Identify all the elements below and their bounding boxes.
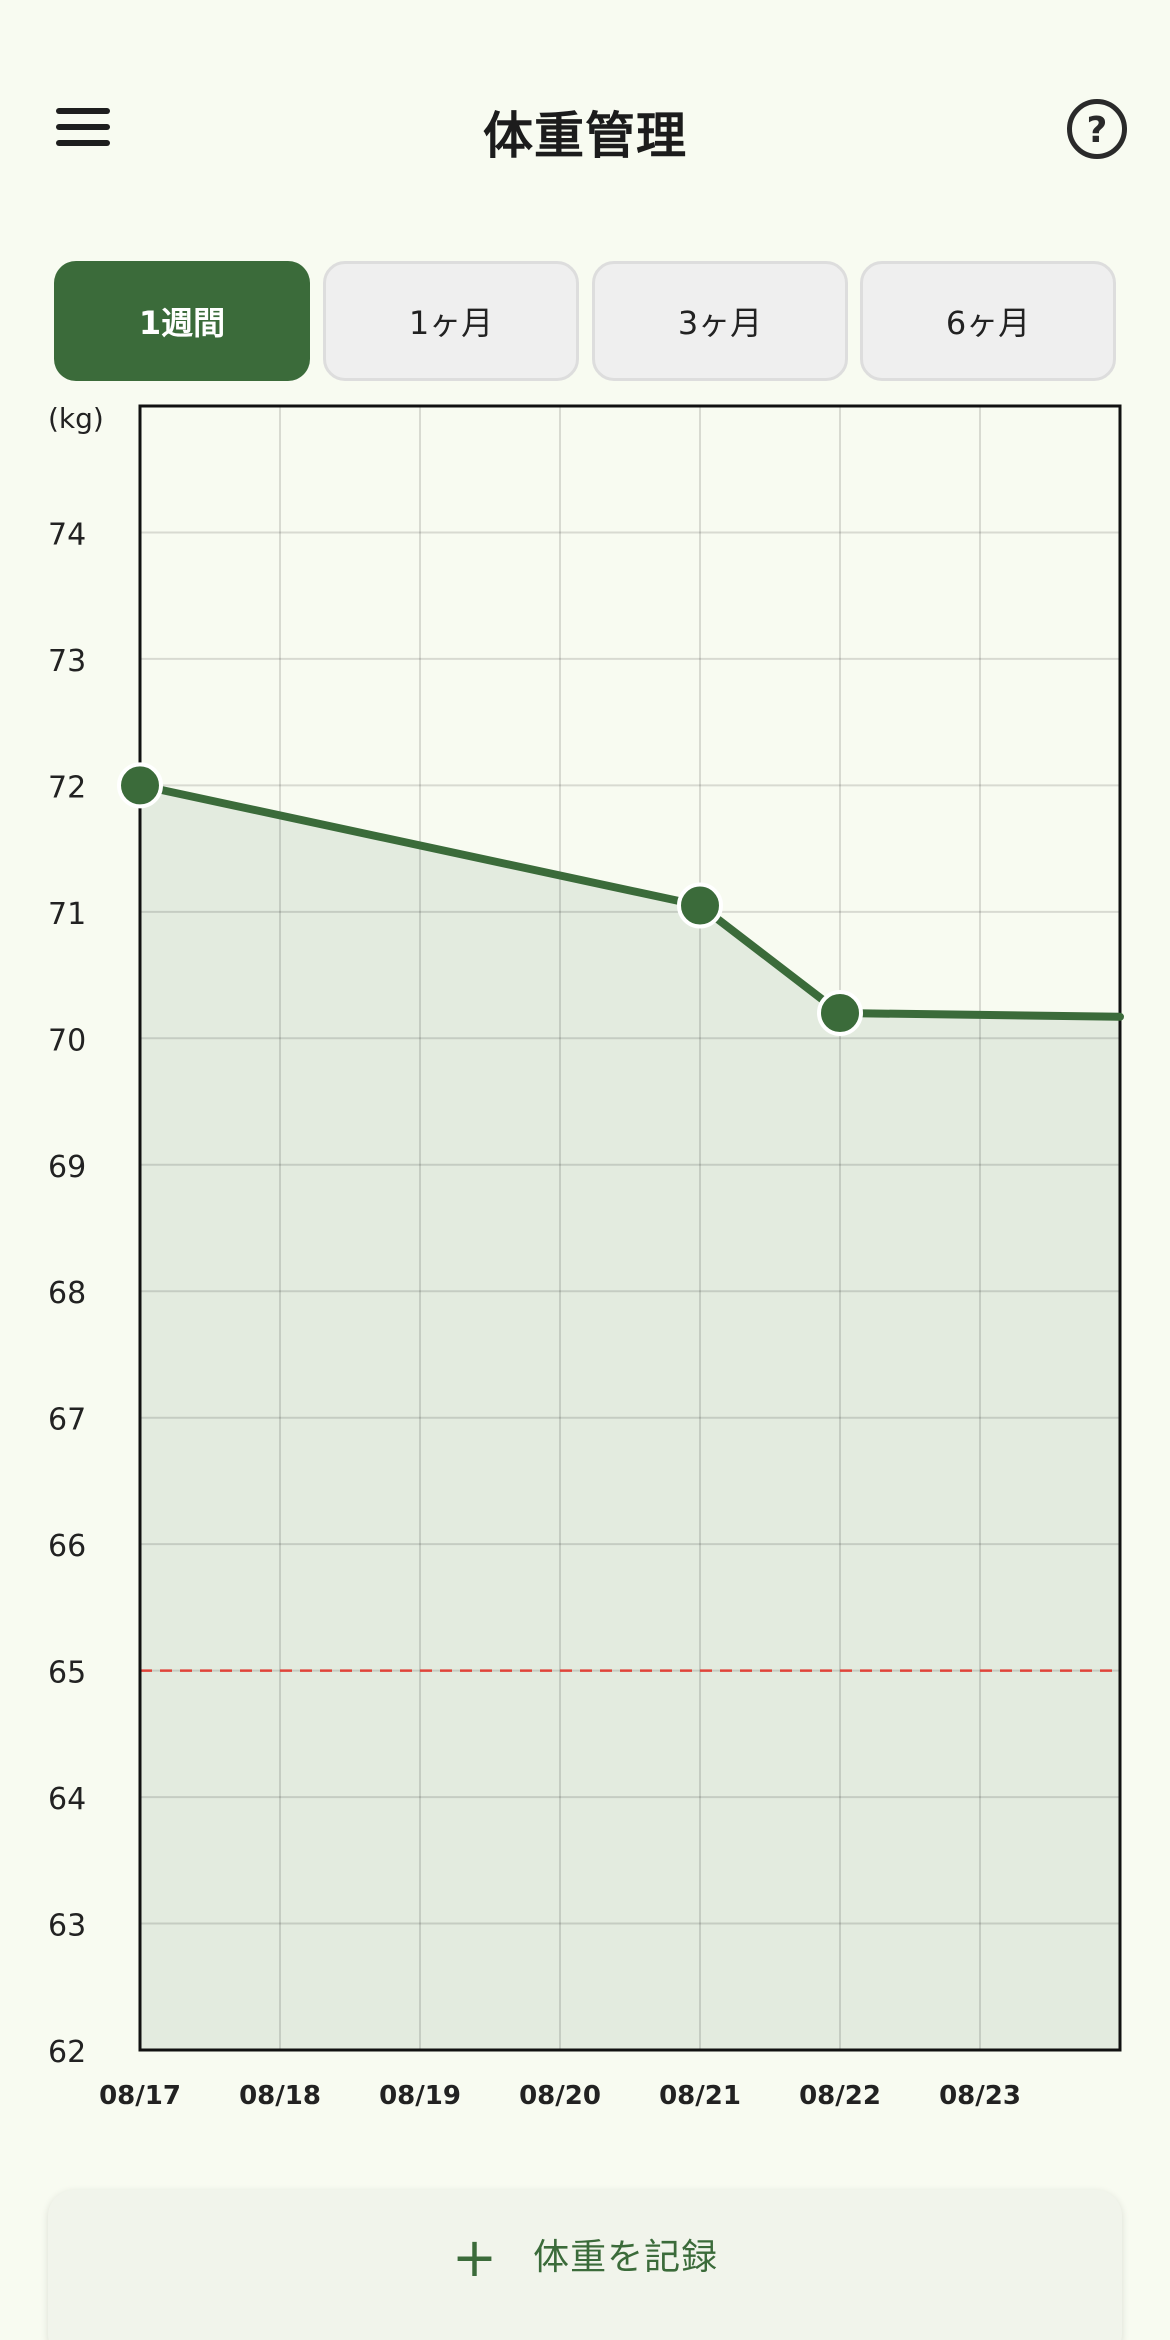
- y-tick-label: 73: [48, 644, 86, 679]
- y-tick-label: 72: [48, 770, 86, 805]
- chart-svg: 62 63 64 65 66 67 68 69 70 71 72 73 74 (kg) 08/17 08/18…: [48, 402, 1124, 2111]
- x-tick-label: 08/23: [939, 2081, 1021, 2111]
- y-tick-label: 65: [48, 1656, 86, 1691]
- tab-1-month[interactable]: 1ヶ月: [323, 261, 579, 381]
- y-tick-label: 69: [48, 1150, 86, 1185]
- record-weight-button[interactable]: + 体重を記録: [48, 2190, 1122, 2340]
- y-tick-label: 66: [48, 1529, 86, 1564]
- tab-1-week[interactable]: 1週間: [54, 261, 310, 381]
- plus-icon: +: [451, 2226, 498, 2289]
- period-tabs: 1週間 1ヶ月 3ヶ月 6ヶ月: [54, 261, 1116, 381]
- weight-chart: 62 63 64 65 66 67 68 69 70 71 72 73 74 (kg) 08/17 08/18…: [0, 390, 1170, 2120]
- tab-6-months[interactable]: 6ヶ月: [860, 261, 1116, 381]
- record-weight-label: 体重を記録: [533, 2237, 719, 2278]
- hamburger-menu-icon[interactable]: [50, 100, 116, 160]
- tab-3-months[interactable]: 3ヶ月: [592, 261, 848, 381]
- plot-frame: [138, 404, 1122, 2052]
- x-tick-label: 08/19: [379, 2081, 461, 2111]
- weight-data-point: [677, 882, 723, 929]
- x-tick-label: 08/18: [239, 2081, 321, 2111]
- y-tick-label: 68: [48, 1276, 86, 1311]
- y-tick-label: 70: [48, 1023, 86, 1058]
- menu-bar-top: [56, 108, 110, 114]
- help-circle-icon[interactable]: ?: [1066, 98, 1128, 160]
- x-tick-label: 08/21: [659, 2081, 741, 2111]
- svg-text:?: ?: [1087, 110, 1108, 151]
- menu-bar-middle: [56, 124, 110, 130]
- y-axis-unit-label: (kg): [48, 402, 104, 435]
- y-tick-label: 71: [48, 897, 86, 932]
- y-tick-label: 64: [48, 1782, 86, 1817]
- weight-data-point: [817, 990, 863, 1037]
- y-tick-label: 63: [48, 1909, 86, 1944]
- y-tick-label: 62: [48, 2035, 86, 2070]
- help-icon-graphic: ?: [1067, 99, 1127, 159]
- app-header: 体重管理 ?: [0, 60, 1170, 200]
- menu-bar-bottom: [56, 140, 110, 146]
- weight-series-line: [136, 781, 1124, 1021]
- x-tick-label: 08/17: [99, 2081, 181, 2111]
- y-tick-label: 74: [48, 517, 86, 552]
- weight-area-fill: [140, 785, 1120, 2050]
- y-tick-label: 67: [48, 1403, 86, 1438]
- x-tick-label: 08/22: [799, 2081, 881, 2111]
- x-tick-label: 08/20: [519, 2081, 601, 2111]
- weight-data-point: [117, 762, 163, 809]
- page-title: 体重管理: [483, 107, 687, 165]
